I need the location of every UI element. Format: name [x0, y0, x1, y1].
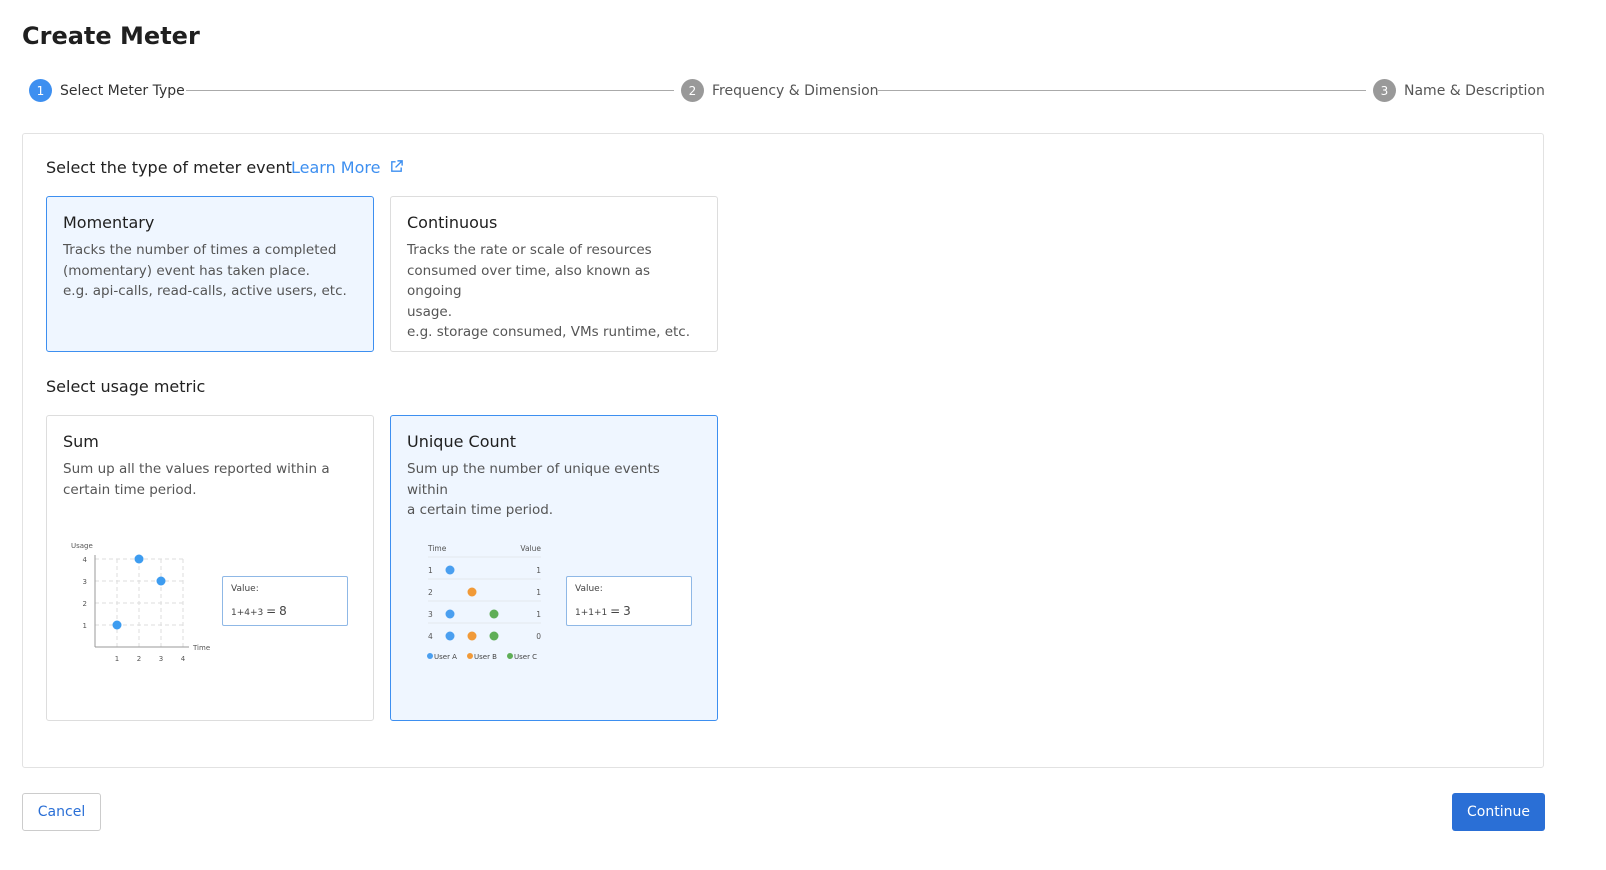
unique-count-card[interactable]: Unique Count Sum up the number of unique… [390, 415, 718, 721]
page-title: Create Meter [22, 22, 200, 50]
card-title: Continuous [407, 213, 498, 232]
form-panel [22, 133, 1544, 768]
step-3: 3 Name & Description [1373, 79, 1545, 102]
step-number: 3 [1373, 79, 1396, 102]
learn-more-label: Learn More [291, 158, 381, 177]
x-tick-label: 3 [159, 655, 163, 663]
formula: 1+1+1 [575, 608, 608, 618]
y-tick-label: 1 [83, 622, 87, 630]
result: 3 [623, 604, 631, 618]
learn-more-link[interactable]: Learn More [291, 158, 404, 177]
continuous-card[interactable]: Continuous Tracks the rate or scale of re… [390, 196, 718, 352]
card-description: Sum up the number of unique events withi… [407, 461, 660, 518]
usage-metric-heading: Select usage metric [46, 377, 206, 396]
legend-dot [507, 653, 513, 659]
step-label: Select Meter Type [60, 82, 185, 99]
step-connector [186, 90, 674, 91]
y-tick-label: 4 [83, 556, 88, 564]
step-connector [878, 90, 1366, 91]
sum-card[interactable]: Sum Sum up all the values reported withi… [46, 415, 374, 721]
x-tick-label: 2 [137, 655, 141, 663]
user-dot [445, 631, 455, 641]
step-label: Name & Description [1404, 82, 1545, 99]
unique-count-table: Time Value 1 1 2 1 3 1 4 0 User A User B User C [427, 544, 541, 661]
sum-chart: 1 1 2 2 3 3 4 4 Usage Time [71, 542, 210, 663]
legend-label: User A [434, 653, 457, 661]
external-link-icon [390, 160, 403, 172]
row-time: 3 [428, 610, 433, 619]
user-dot [445, 565, 455, 575]
unique-value-box: Value: 1+1+1 = 3 [566, 576, 692, 626]
step-label: Frequency & Dimension [712, 82, 879, 99]
x-axis-label: Time [192, 644, 210, 652]
formula: 1+4+3 [231, 608, 264, 618]
sum-value-box: Value: 1+4+3 = 8 [222, 576, 348, 626]
card-description: Tracks the rate or scale of resources co… [407, 242, 691, 340]
legend-dot [427, 653, 433, 659]
result: 8 [279, 604, 287, 618]
card-description: Sum up all the values reported within a … [63, 461, 330, 498]
row-value: 0 [536, 632, 541, 641]
card-title: Sum [63, 432, 99, 451]
equals: = [266, 604, 277, 618]
continue-button[interactable]: Continue [1452, 793, 1545, 831]
column-header-time: Time [427, 544, 447, 553]
row-value: 1 [536, 610, 541, 619]
y-axis-label: Usage [71, 542, 93, 550]
legend-label: User C [514, 653, 537, 661]
data-point [112, 620, 122, 630]
user-dot [467, 631, 477, 641]
user-dot [445, 609, 455, 619]
step-number: 1 [29, 79, 52, 102]
card-title: Unique Count [407, 432, 517, 451]
legend-label: User B [474, 653, 497, 661]
y-tick-label: 3 [83, 578, 87, 586]
data-point [156, 576, 166, 586]
card-title: Momentary [63, 213, 155, 232]
x-tick-label: 1 [115, 655, 119, 663]
row-time: 2 [428, 588, 433, 597]
row-time: 4 [428, 632, 433, 641]
cancel-button[interactable]: Cancel [22, 793, 101, 831]
row-time: 1 [428, 566, 433, 575]
row-value: 1 [536, 588, 541, 597]
value-label: Value: [231, 584, 259, 594]
x-tick-label: 4 [181, 655, 186, 663]
value-label: Value: [575, 584, 603, 594]
user-dot [489, 631, 499, 641]
column-header-value: Value [520, 544, 541, 553]
data-point [134, 554, 144, 564]
step-2: 2 Frequency & Dimension [681, 79, 879, 102]
step-1[interactable]: 1 Select Meter Type [29, 79, 185, 102]
equals: = [610, 604, 621, 618]
user-dot [489, 609, 499, 619]
momentary-card[interactable]: Momentary Tracks the number of times a co… [46, 196, 374, 352]
row-value: 1 [536, 566, 541, 575]
step-number: 2 [681, 79, 704, 102]
event-type-heading: Select the type of meter event [46, 158, 292, 177]
y-tick-label: 2 [83, 600, 87, 608]
legend-dot [467, 653, 473, 659]
user-dot [467, 587, 477, 597]
card-description: Tracks the number of times a completed (… [63, 242, 347, 299]
